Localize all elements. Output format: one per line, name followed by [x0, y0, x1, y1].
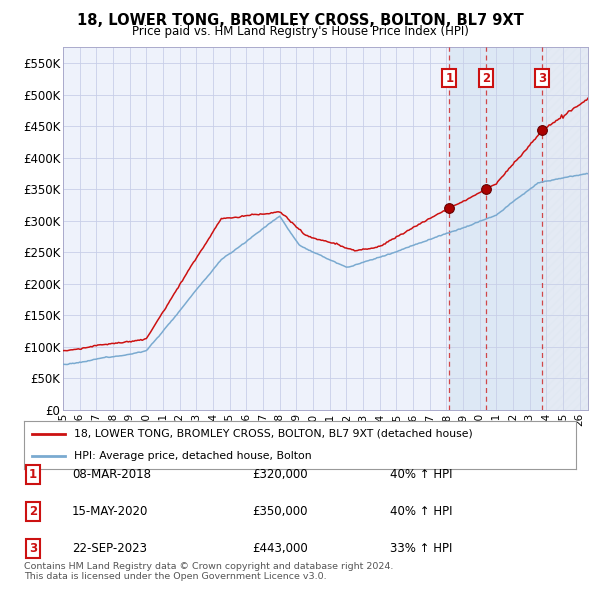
- Text: 3: 3: [538, 71, 546, 84]
- Text: Price paid vs. HM Land Registry's House Price Index (HPI): Price paid vs. HM Land Registry's House …: [131, 25, 469, 38]
- Text: £320,000: £320,000: [252, 468, 308, 481]
- Bar: [449, 47, 542, 410]
- Text: 3: 3: [29, 542, 37, 555]
- Text: Contains HM Land Registry data © Crown copyright and database right 2024.: Contains HM Land Registry data © Crown c…: [24, 562, 394, 571]
- Text: £350,000: £350,000: [252, 505, 308, 518]
- Text: 22-SEP-2023: 22-SEP-2023: [72, 542, 147, 555]
- Text: HPI: Average price, detached house, Bolton: HPI: Average price, detached house, Bolt…: [74, 451, 311, 461]
- Text: 33% ↑ HPI: 33% ↑ HPI: [390, 542, 452, 555]
- Text: 18, LOWER TONG, BROMLEY CROSS, BOLTON, BL7 9XT: 18, LOWER TONG, BROMLEY CROSS, BOLTON, B…: [77, 13, 523, 28]
- Text: 2: 2: [29, 505, 37, 518]
- Bar: [542, 47, 588, 410]
- Text: 1: 1: [29, 468, 37, 481]
- Text: 18, LOWER TONG, BROMLEY CROSS, BOLTON, BL7 9XT (detached house): 18, LOWER TONG, BROMLEY CROSS, BOLTON, B…: [74, 429, 472, 439]
- Text: 08-MAR-2018: 08-MAR-2018: [72, 468, 151, 481]
- Text: 40% ↑ HPI: 40% ↑ HPI: [390, 505, 452, 518]
- Text: 1: 1: [445, 71, 454, 84]
- Text: 2: 2: [482, 71, 490, 84]
- Text: 15-MAY-2020: 15-MAY-2020: [72, 505, 148, 518]
- Text: £443,000: £443,000: [252, 542, 308, 555]
- Text: This data is licensed under the Open Government Licence v3.0.: This data is licensed under the Open Gov…: [24, 572, 326, 581]
- Text: 40% ↑ HPI: 40% ↑ HPI: [390, 468, 452, 481]
